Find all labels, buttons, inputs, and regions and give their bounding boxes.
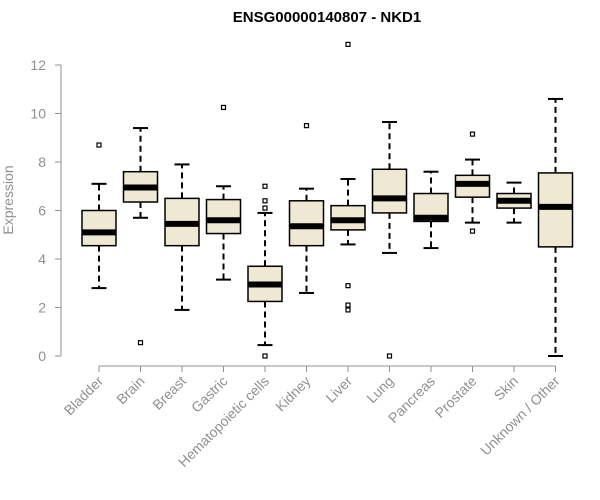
iqr-box: [205, 198, 242, 235]
y-tick-label-2: 2: [38, 300, 46, 316]
box-kidney: [288, 123, 325, 294]
y-tick-label-12: 12: [30, 57, 46, 73]
outlier-point: [345, 302, 351, 308]
x-tick-label-prostate: Prostate: [431, 373, 479, 421]
x-tick-label-unknown-other: Unknown / Other: [477, 373, 563, 459]
box-breast: [164, 163, 200, 311]
box-lung: [371, 120, 408, 359]
box-prostate: [454, 131, 491, 234]
x-tick-label-liver: Liver: [322, 373, 355, 406]
iqr-box: [81, 209, 117, 247]
outlier-point: [345, 307, 351, 313]
y-axis-label: Expression: [0, 165, 16, 234]
box-pancreas: [413, 170, 449, 250]
outlier-point: [345, 41, 351, 47]
x-tick-label-breast: Breast: [149, 373, 189, 413]
outlier-point: [469, 131, 476, 137]
y-tick-label-4: 4: [38, 251, 46, 267]
y-tick-label-6: 6: [38, 203, 46, 219]
chart-title: ENSG00000140807 - NKD1: [233, 9, 421, 26]
outlier-point: [96, 142, 102, 148]
box-brain: [122, 127, 159, 346]
outlier-point: [262, 183, 268, 189]
outlier-point: [220, 104, 227, 111]
x-tick-label-lung: Lung: [363, 373, 396, 406]
box-bladder: [81, 142, 117, 290]
outlier-point: [469, 228, 476, 234]
iqr-box: [288, 200, 325, 247]
outlier-point: [262, 198, 268, 204]
box-skin: [496, 181, 532, 224]
y-tick-label-10: 10: [30, 106, 46, 122]
outlier-point: [386, 353, 393, 359]
box-hematopoietic-cells: [247, 183, 283, 359]
box-gastric: [205, 104, 242, 281]
y-tick-label-0: 0: [38, 348, 46, 364]
boxes: [81, 41, 574, 359]
iqr-box: [537, 172, 574, 248]
x-tick-label-skin: Skin: [491, 373, 522, 404]
outlier-point: [262, 205, 268, 211]
box-unknown-other: [537, 97, 574, 357]
x-tick-label-brain: Brain: [113, 373, 147, 407]
outlier-point: [137, 340, 144, 346]
box-liver: [330, 41, 366, 313]
iqr-box: [371, 168, 408, 214]
x-tick-label-kidney: Kidney: [272, 373, 314, 415]
y-tick-label-8: 8: [38, 154, 46, 170]
outlier-point: [262, 353, 268, 359]
outlier-point: [303, 123, 310, 129]
x-tick-label-bladder: Bladder: [61, 373, 107, 419]
outlier-point: [345, 283, 351, 289]
axes: 0 2 4 6 8 10 12: [30, 57, 556, 372]
